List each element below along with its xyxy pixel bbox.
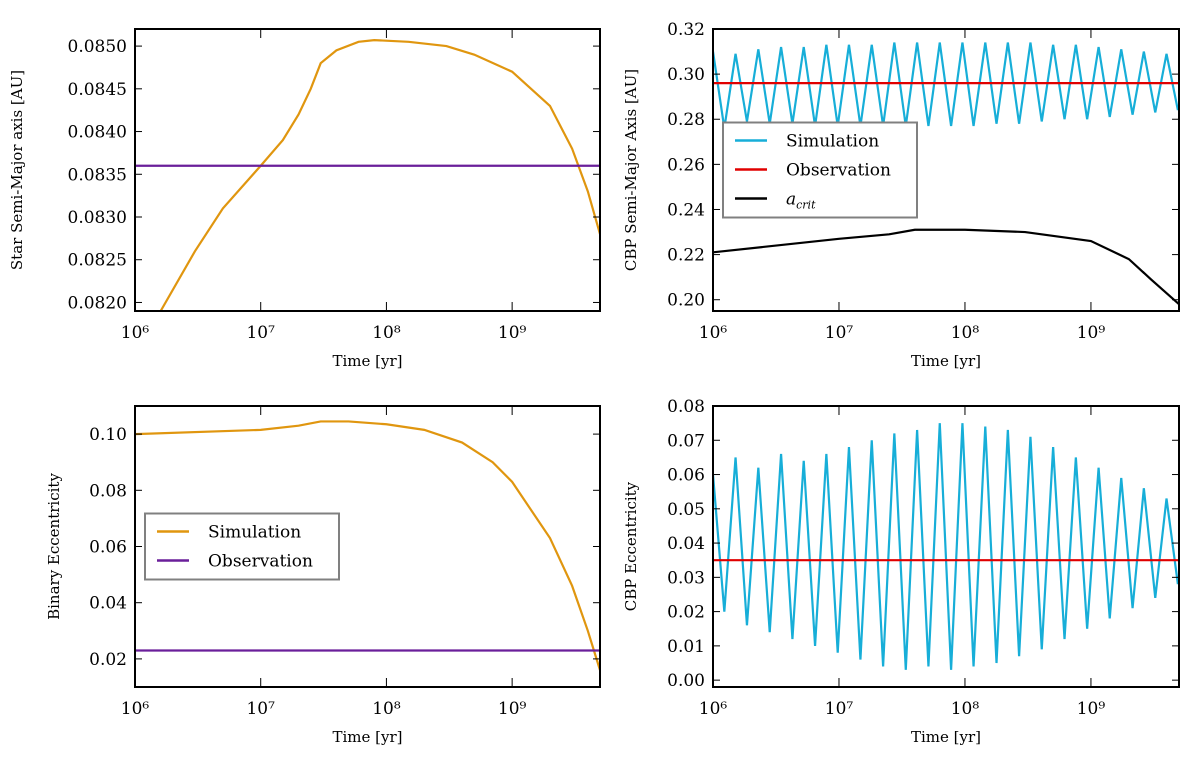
panel: 0.00 0.01 0.02 0.03 0.04 0.05 0.06 0.07 0.08 10⁶ 1…	[622, 397, 1180, 746]
x-tick-label: 10⁷	[825, 699, 854, 719]
y-axis-label: CBP Eccentricity	[622, 481, 640, 611]
y-tick-label: 0.08	[667, 397, 705, 417]
y-tick-label: 0.02	[89, 650, 127, 670]
x-tick-label: 10⁶	[121, 323, 150, 343]
y-tick-label: 0.0835	[68, 165, 127, 185]
x-axis-label: Time [yr]	[332, 352, 402, 370]
y-tick-label: 0.28	[667, 110, 705, 130]
x-tick-label: 10⁸	[951, 699, 980, 719]
axes-frame	[712, 28, 1180, 312]
x-tick-label: 10⁶	[699, 699, 728, 719]
y-tick-label: 0.04	[89, 594, 127, 614]
y-tick-label: 0.26	[667, 155, 705, 175]
y-tick-label: 0.04	[667, 534, 705, 554]
y-tick-label: 0.00	[667, 671, 705, 691]
x-axis-label: Time [yr]	[911, 352, 981, 370]
y-tick-label: 0.0850	[68, 37, 127, 57]
series-line	[135, 420, 600, 671]
y-tick-label: 0.0845	[68, 80, 127, 100]
x-tick-label: 10⁹	[498, 699, 527, 719]
series-line	[713, 423, 1179, 670]
y-tick-label: 0.0830	[68, 208, 127, 228]
y-tick-label: 0.0840	[68, 123, 127, 143]
legend-label: Simulation	[786, 132, 879, 152]
y-tick-label: 0.0825	[68, 251, 127, 271]
x-tick-label: 10⁸	[372, 699, 401, 719]
legend: Simulation Observation	[144, 512, 340, 581]
series-line	[159, 39, 600, 311]
panel: 0.20 0.22 0.24 0.26 0.28 0.30 0.32 10⁶ 10⁷ 10⁸ 10⁹…	[622, 20, 1180, 370]
y-tick-label: 0.02	[667, 603, 705, 623]
x-tick-label: 10⁶	[699, 323, 728, 343]
x-tick-label: 10⁸	[372, 323, 401, 343]
y-axis-label: Binary Eccentricity	[45, 473, 63, 620]
legend-label: acrit	[786, 190, 816, 212]
x-tick-label: 10⁹	[498, 323, 527, 343]
x-axis-label: Time [yr]	[332, 728, 402, 746]
y-tick-label: 0.06	[89, 538, 127, 558]
legend-label: Observation	[786, 161, 891, 181]
y-tick-label: 0.0820	[68, 293, 127, 313]
y-tick-label: 0.10	[89, 425, 127, 445]
y-tick-label: 0.08	[89, 481, 127, 501]
y-tick-label: 0.24	[667, 200, 705, 220]
x-tick-label: 10⁹	[1077, 323, 1106, 343]
series-line	[713, 228, 1179, 306]
y-axis-label: Star Semi-Major axis [AU]	[8, 70, 26, 270]
y-tick-label: 0.30	[667, 65, 705, 85]
legend-label: Simulation	[208, 523, 301, 543]
y-tick-label: 0.07	[667, 431, 705, 451]
x-tick-label: 10⁷	[825, 323, 854, 343]
legend: Simulation Observation acrit	[722, 121, 918, 219]
y-tick-label: 0.22	[667, 246, 705, 266]
y-tick-label: 0.05	[667, 500, 705, 520]
y-tick-label: 0.06	[667, 466, 705, 486]
y-tick-label: 0.32	[667, 20, 705, 40]
panel: 0.0820 0.0825 0.0830 0.0835 0.0840 0.0845 0.08…	[8, 28, 601, 370]
series-line	[713, 42, 1179, 129]
y-tick-label: 0.20	[667, 291, 705, 311]
y-tick-label: 0.03	[667, 568, 705, 588]
panel: 0.02 0.04 0.06 0.08 0.10 10⁶ 10⁷ 10⁸ 10⁹ Time [yr…	[45, 405, 601, 746]
x-tick-label: 10⁸	[951, 323, 980, 343]
axes-frame	[712, 405, 1180, 688]
y-axis-label: CBP Semi-Major Axis [AU]	[622, 69, 640, 271]
axes-frame	[134, 28, 601, 312]
y-tick-label: 0.01	[667, 637, 705, 657]
legend-label: Observation	[208, 552, 313, 572]
x-tick-label: 10⁶	[121, 699, 150, 719]
x-tick-label: 10⁹	[1077, 699, 1106, 719]
axes-frame	[134, 405, 601, 688]
legend-frame	[144, 512, 340, 581]
x-axis-label: Time [yr]	[911, 728, 981, 746]
x-tick-label: 10⁷	[246, 323, 275, 343]
x-tick-label: 10⁷	[246, 699, 275, 719]
